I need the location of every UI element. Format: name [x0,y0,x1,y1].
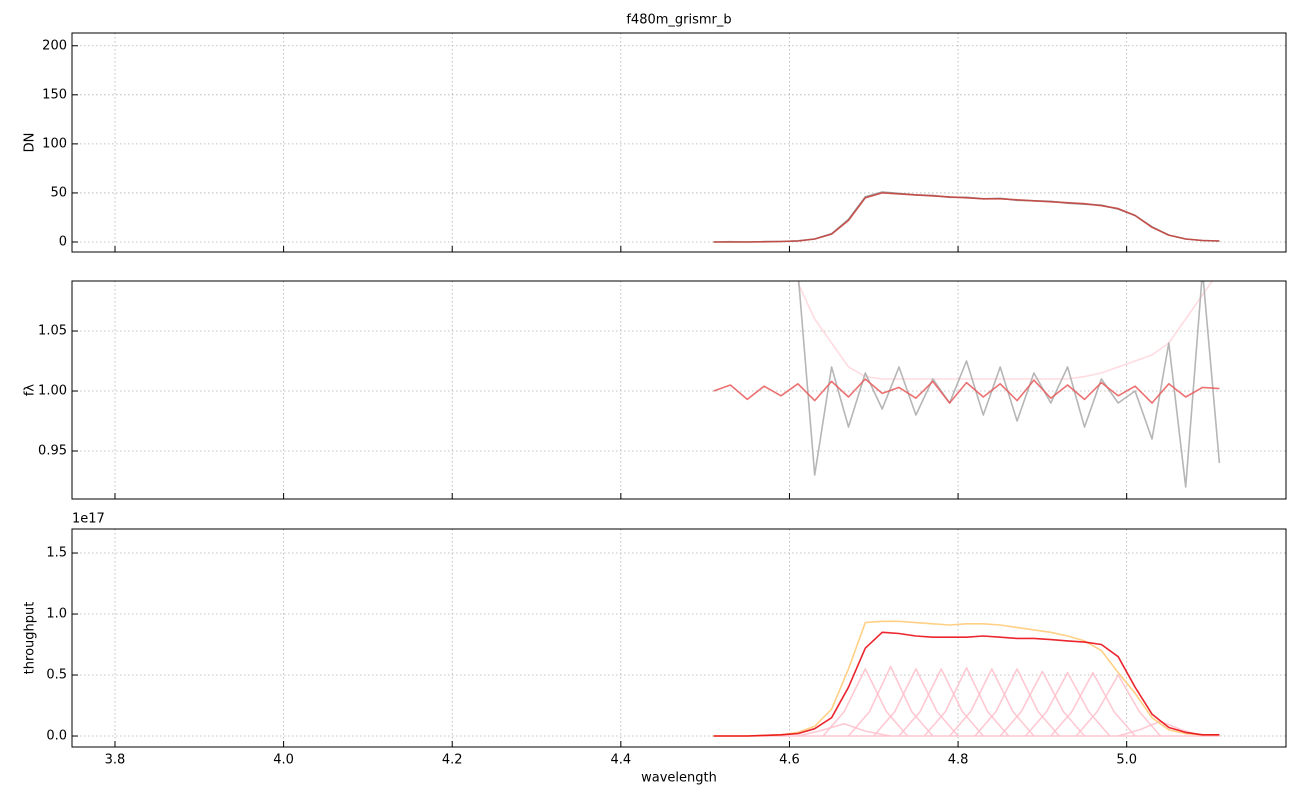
series [713,378,1220,404]
y-tick-label: 1.5 [46,546,67,561]
data-line [713,620,1220,737]
x-axis-label: wavelength [641,771,717,786]
series [797,281,1214,380]
series [873,668,959,737]
data-line [1024,671,1111,737]
y-tick-label: 1.00 [38,384,67,399]
x-tick-label: 4.8 [948,753,969,768]
y-tick-label: 0.0 [46,729,67,744]
y-tick-label: 100 [42,136,67,151]
y-tick-label: 1.05 [38,324,67,339]
x-tick-label: 4.0 [273,753,294,768]
series [713,192,1220,243]
data-line [713,631,1220,737]
x-tick-label: 4.6 [779,753,800,768]
data-line [713,378,1220,404]
data-line [713,192,1220,243]
data-line [1075,674,1162,737]
axes-frame [71,528,1287,748]
data-line [923,666,1010,737]
data-line [974,668,1060,737]
series [974,668,1060,737]
series [1050,671,1136,737]
y-axis-label: throughput [23,602,38,675]
x-tick-label: 5.0 [1116,753,1137,768]
y-tick-label: 0 [59,234,67,249]
y-tick-label: 0.5 [46,668,67,683]
series [1075,674,1162,737]
series [797,281,1221,488]
data-line [847,665,934,737]
series [999,670,1086,737]
y-tick-label: 50 [50,185,67,200]
series [713,620,1220,737]
series [713,631,1220,737]
data-line [797,281,1221,488]
y-tick-label: 1.0 [46,607,67,622]
y-axis-label: fλ [23,384,38,397]
chart-title: f480m_grismr_b [626,13,731,28]
data-line [1050,671,1136,737]
y-tick-label: 200 [42,38,67,53]
y-axis-label: DN [23,133,38,153]
x-tick-label: 3.8 [105,753,126,768]
offset-text: 1e17 [72,512,105,527]
data-line [999,670,1086,737]
axes-frame [71,32,1287,253]
series [923,666,1010,737]
series [1024,671,1111,737]
data-line [822,668,909,737]
data-line [873,668,959,737]
series [898,668,984,737]
series [847,665,934,737]
data-line [948,668,1035,737]
x-tick-label: 4.4 [610,753,631,768]
axes-frame [71,280,1287,500]
series [797,723,891,737]
series [822,668,909,737]
series [948,668,1035,737]
data-line [898,668,984,737]
y-tick-label: 150 [42,87,67,102]
data-line [797,723,891,737]
y-tick-label: 0.95 [38,444,67,459]
data-line [797,281,1214,380]
x-tick-label: 4.2 [442,753,463,768]
